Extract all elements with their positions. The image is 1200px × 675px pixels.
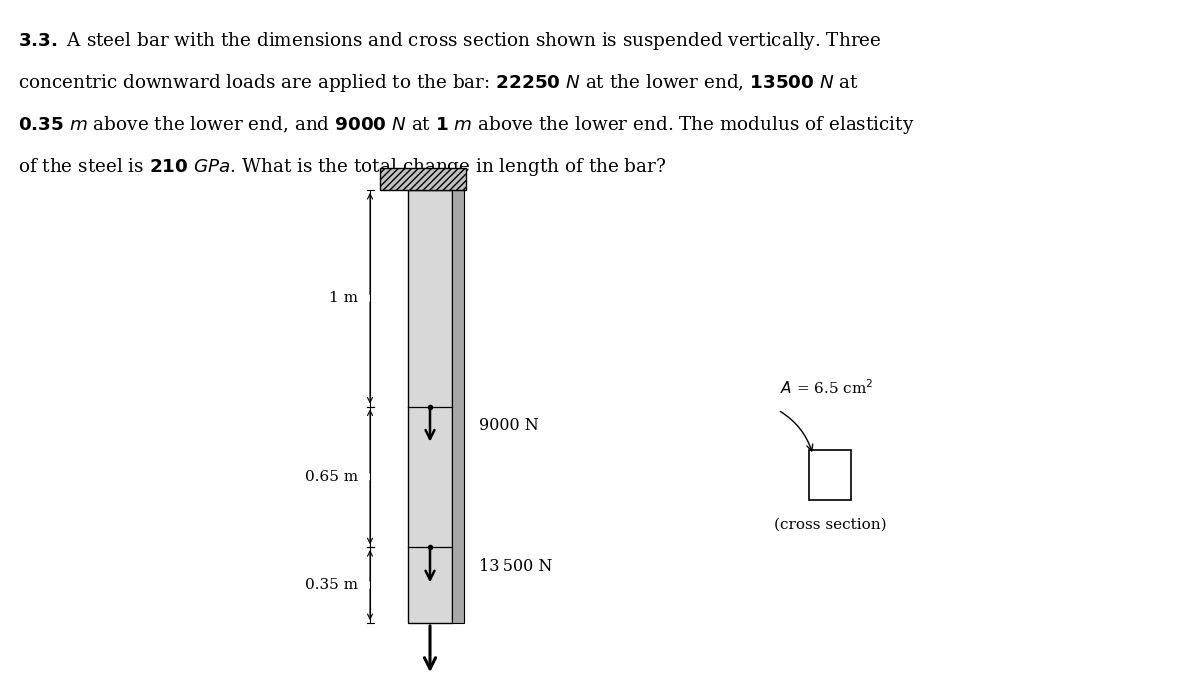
Text: concentric downward loads are applied to the bar: $\mathbf{22250}$ $\mathbf{\mat: concentric downward loads are applied to… <box>18 72 859 94</box>
Text: 0.35 m: 0.35 m <box>305 578 358 592</box>
Bar <box>452 190 464 623</box>
Text: 13 500 N: 13 500 N <box>479 558 552 574</box>
Text: 9000 N: 9000 N <box>479 417 539 434</box>
Bar <box>809 450 851 500</box>
Text: 0.65 m: 0.65 m <box>305 470 358 484</box>
Text: $\mathbf{0.35}$ $\mathbf{\mathit{m}}$ above the lower end, and $\mathbf{9000}$ $: $\mathbf{0.35}$ $\mathbf{\mathit{m}}$ ab… <box>18 114 914 136</box>
Bar <box>408 190 452 623</box>
Text: 1 m: 1 m <box>329 291 358 305</box>
Text: (cross section): (cross section) <box>774 518 887 532</box>
Text: of the steel is $\mathbf{210}$ $\mathbf{\mathit{GPa}}$. What is the total change: of the steel is $\mathbf{210}$ $\mathbf{… <box>18 156 666 178</box>
Text: $A$ = 6.5 cm$^2$: $A$ = 6.5 cm$^2$ <box>780 378 874 397</box>
Bar <box>380 168 466 190</box>
Text: $\mathbf{3.3.}$ A steel bar with the dimensions and cross section shown is suspe: $\mathbf{3.3.}$ A steel bar with the dim… <box>18 30 882 52</box>
